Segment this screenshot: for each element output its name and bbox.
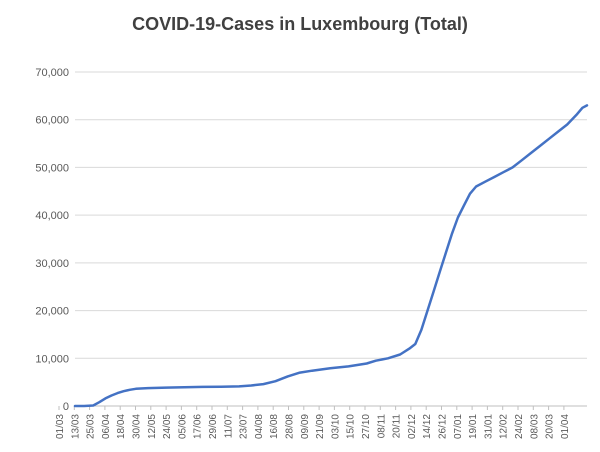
x-tick-label: 31/01	[483, 414, 494, 439]
y-tick-label: 0	[63, 401, 69, 413]
y-tick-label: 30,000	[35, 258, 69, 270]
x-tick-label: 02/12	[407, 414, 418, 439]
x-tick-label: 13/03	[70, 414, 81, 439]
x-tick-label: 25/03	[86, 414, 97, 439]
x-tick-label: 12/05	[147, 414, 158, 439]
x-tick-label: 23/07	[239, 414, 250, 439]
x-tick-label: 08/03	[529, 414, 540, 439]
x-tick-label: 08/11	[376, 414, 387, 439]
x-tick-label: 15/10	[346, 414, 357, 439]
x-tick-label: 20/11	[392, 414, 403, 439]
x-tick-label: 11/07	[223, 414, 234, 439]
x-tick-label: 24/05	[162, 414, 173, 439]
x-tick-label: 07/01	[453, 414, 464, 439]
y-tick-label: 70,000	[35, 67, 69, 79]
y-tick-label: 40,000	[35, 210, 69, 222]
x-tick-label: 09/09	[300, 414, 311, 439]
x-tick-label: 21/09	[315, 414, 326, 439]
x-tick-label: 18/04	[116, 414, 127, 439]
x-tick-label: 12/02	[499, 414, 510, 439]
x-tick-label: 16/08	[269, 414, 280, 439]
x-tick-label: 03/10	[330, 414, 341, 439]
x-tick-label: 05/06	[177, 414, 188, 439]
x-tick-label: 20/03	[545, 414, 556, 439]
x-tick-label: 30/04	[132, 414, 143, 439]
y-tick-label: 10,000	[35, 353, 69, 365]
x-tick-label: 01/04	[560, 414, 571, 439]
x-tick-label: 01/03	[55, 414, 66, 439]
x-tick-label: 24/02	[514, 414, 525, 439]
x-tick-label: 17/06	[193, 414, 204, 439]
chart-title: COVID-19-Cases in Luxembourg (Total)	[132, 14, 468, 34]
y-axis-ticks: 0 10,000 20,000 30,000 40,000 50,000 60,000 70,…	[35, 67, 69, 413]
x-tick-label: 14/12	[422, 414, 433, 439]
x-axis-ticks: 01/03 13/03 25/03 06/04 18/04 30/04 12/05 24/05…	[55, 406, 571, 439]
y-tick-label: 20,000	[35, 306, 69, 318]
x-tick-label: 04/08	[254, 414, 265, 439]
series-line	[73, 104, 589, 408]
x-tick-label: 27/10	[361, 414, 372, 439]
x-tick-label: 29/06	[208, 414, 219, 439]
gridlines	[75, 71, 587, 359]
y-tick-label: 50,000	[35, 162, 69, 174]
y-tick-label: 60,000	[35, 115, 69, 127]
x-tick-label: 26/12	[438, 414, 449, 439]
x-tick-label: 19/01	[468, 414, 479, 439]
x-tick-label: 28/08	[285, 414, 296, 439]
x-tick-label: 06/04	[101, 414, 112, 439]
